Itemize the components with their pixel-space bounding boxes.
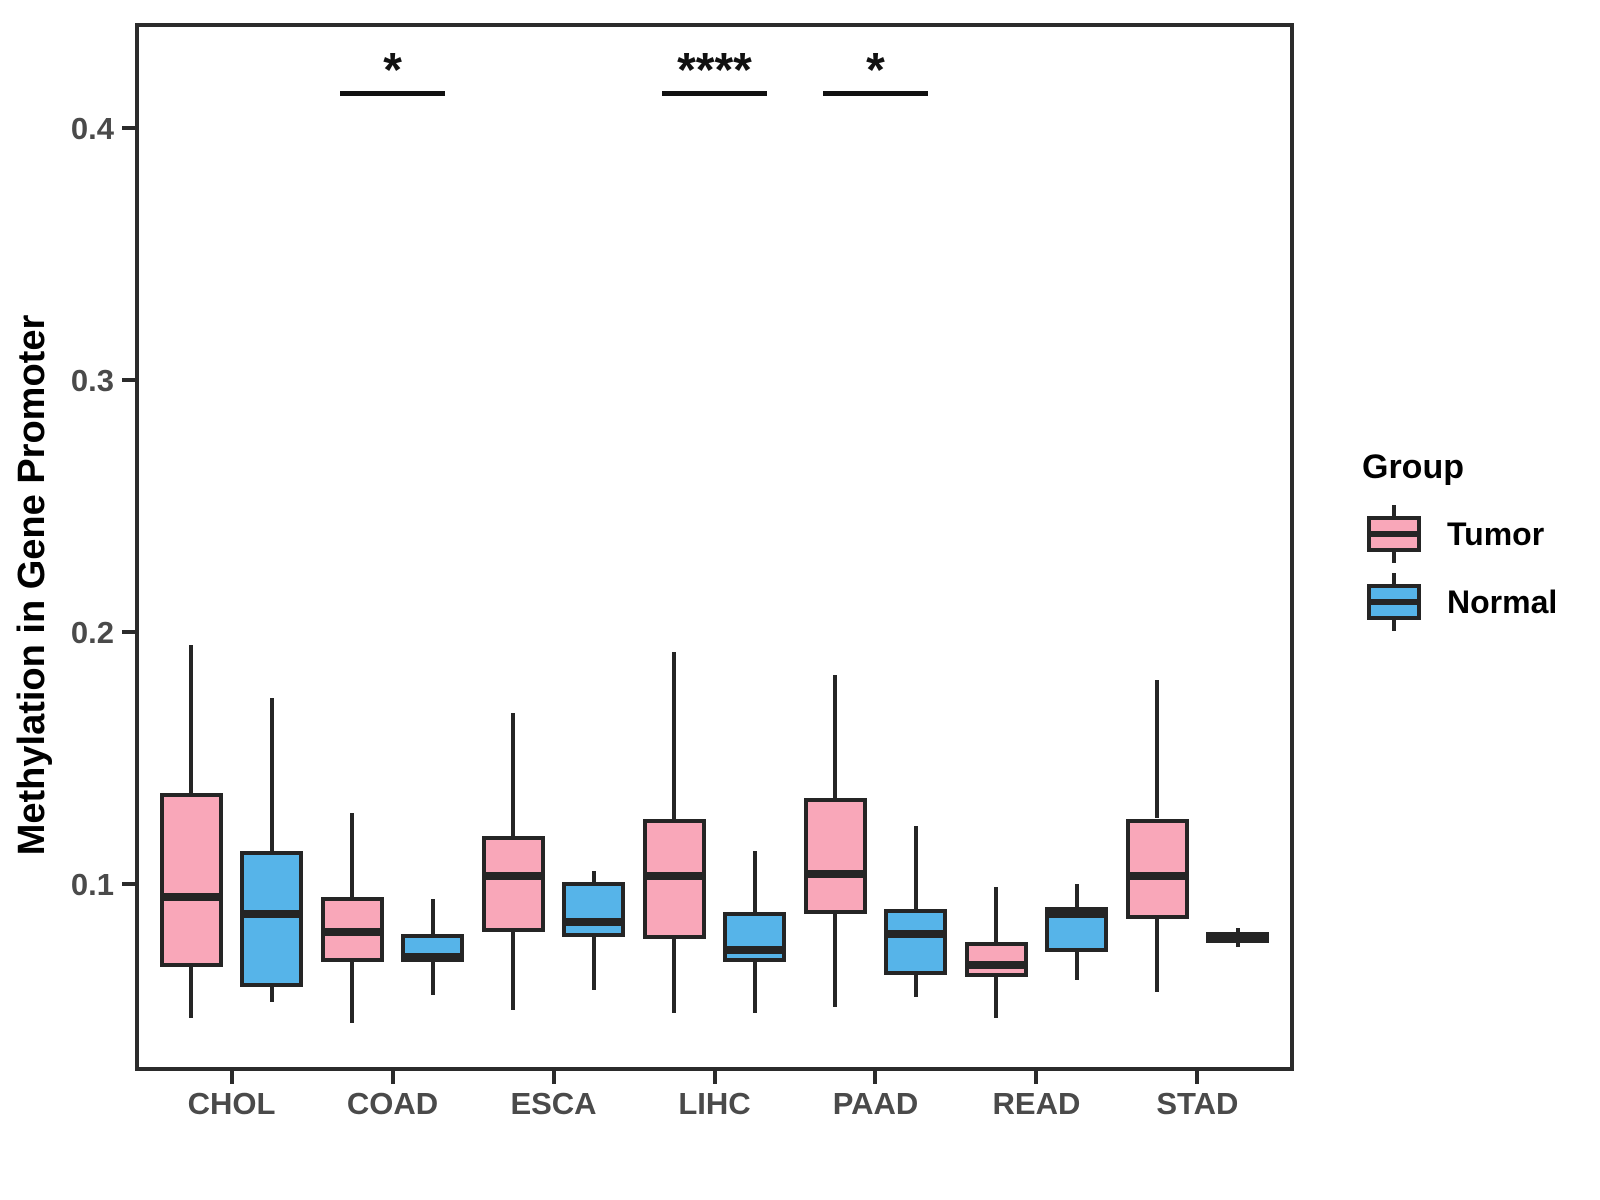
whisker-lower-CHOL-Normal — [269, 987, 274, 1003]
median-PAAD-Normal — [884, 930, 948, 939]
whisker-lower-READ-Tumor — [994, 977, 999, 1018]
significance-stars-PAAD: * — [866, 43, 885, 97]
x-axis-tick — [1034, 1071, 1039, 1084]
whisker-upper-COAD-Normal — [430, 899, 435, 935]
significance-bar-LIHC — [662, 90, 767, 96]
y-axis-tick — [122, 630, 135, 635]
y-axis-tick-label: 0.3 — [70, 363, 114, 399]
whisker-lower-ESCA-Tumor — [511, 931, 516, 1010]
y-axis-tick-label: 0.2 — [70, 615, 114, 651]
y-axis-title: Methylation in Gene Promoter — [11, 314, 53, 856]
whisker-lower-STAD-Normal — [1235, 943, 1240, 947]
legend-item-normal: Normal — [1362, 573, 1600, 631]
x-axis-tick — [390, 1071, 395, 1084]
whisker-lower-STAD-Tumor — [1155, 919, 1160, 993]
whisker-upper-CHOL-Normal — [269, 697, 274, 852]
whisker-upper-CHOL-Tumor — [189, 644, 194, 794]
y-axis-tick-label: 0.1 — [70, 867, 114, 903]
y-axis-tick-label: 0.4 — [70, 111, 114, 147]
whisker-lower-PAAD-Tumor — [833, 914, 838, 1008]
x-axis-category-label: CHOL — [187, 1086, 276, 1121]
whisker-lower-READ-Normal — [1074, 952, 1079, 980]
significance-stars-LIHC: **** — [677, 43, 752, 97]
box-READ-Tumor — [964, 941, 1028, 978]
box-CHOL-Tumor — [159, 793, 223, 968]
boxplot-key-icon — [1367, 573, 1421, 631]
legend-label-tumor: Tumor — [1447, 516, 1545, 552]
whisker-lower-LIHC-Normal — [752, 962, 757, 1013]
legend-item-tumor: Tumor — [1362, 505, 1600, 563]
box-LIHC-Normal — [723, 911, 787, 963]
x-axis-category-label: PAAD — [832, 1086, 919, 1121]
significance-bar-COAD — [340, 90, 445, 96]
median-READ-Normal — [1045, 910, 1109, 919]
whisker-upper-ESCA-Normal — [591, 871, 596, 882]
y-axis-tick — [122, 378, 135, 383]
significance-bar-PAAD — [823, 90, 928, 96]
box-ESCA-Tumor — [481, 836, 545, 932]
median-COAD-Normal — [401, 953, 465, 962]
x-axis-category-label: LIHC — [678, 1086, 751, 1121]
plot-panel — [135, 23, 1294, 1071]
legend: Group Tumor Normal — [1362, 448, 1600, 641]
legend-label-normal: Normal — [1447, 584, 1558, 620]
x-axis-category-label: ESCA — [510, 1086, 597, 1121]
y-axis-tick — [122, 882, 135, 887]
median-READ-Tumor — [964, 960, 1028, 969]
median-CHOL-Normal — [240, 910, 304, 919]
box-STAD-Tumor — [1125, 818, 1189, 920]
x-axis-tick — [551, 1071, 556, 1084]
x-axis-tick — [229, 1071, 234, 1084]
median-COAD-Tumor — [320, 927, 384, 936]
legend-title: Group — [1362, 448, 1464, 486]
x-axis-category-label: COAD — [346, 1086, 439, 1121]
median-LIHC-Normal — [723, 945, 787, 954]
key-median — [1367, 599, 1421, 605]
box-PAAD-Normal — [884, 909, 948, 975]
median-STAD-Tumor — [1125, 872, 1189, 881]
median-ESCA-Normal — [562, 917, 626, 926]
y-axis-tick — [122, 126, 135, 131]
whisker-upper-READ-Normal — [1074, 884, 1079, 907]
median-CHOL-Tumor — [159, 892, 223, 901]
median-PAAD-Tumor — [803, 869, 867, 878]
x-axis-category-label: STAD — [1156, 1086, 1239, 1121]
whisker-upper-STAD-Normal — [1235, 928, 1240, 932]
median-LIHC-Tumor — [642, 872, 706, 881]
whisker-lower-LIHC-Tumor — [672, 939, 677, 1013]
whisker-upper-COAD-Tumor — [350, 813, 355, 897]
whisker-upper-LIHC-Normal — [752, 851, 757, 912]
x-axis-category-label: READ — [992, 1086, 1081, 1121]
boxplot-key-icon — [1367, 505, 1421, 563]
whisker-upper-READ-Tumor — [994, 886, 999, 942]
median-STAD-Normal — [1206, 932, 1270, 941]
whisker-lower-COAD-Tumor — [350, 962, 355, 1023]
whisker-lower-PAAD-Normal — [913, 974, 918, 998]
whisker-lower-ESCA-Normal — [591, 936, 596, 990]
key-median — [1367, 531, 1421, 537]
box-PAAD-Tumor — [803, 798, 867, 915]
box-CHOL-Normal — [240, 851, 304, 988]
box-ESCA-Normal — [562, 881, 626, 937]
whisker-lower-COAD-Normal — [430, 962, 435, 995]
x-axis-tick — [873, 1071, 878, 1084]
whisker-upper-PAAD-Tumor — [833, 674, 838, 799]
whisker-upper-ESCA-Tumor — [511, 712, 516, 837]
median-ESCA-Tumor — [481, 872, 545, 881]
whisker-lower-CHOL-Tumor — [189, 967, 194, 1018]
x-axis-tick — [712, 1071, 717, 1084]
x-axis-tick — [1195, 1071, 1200, 1084]
whisker-upper-PAAD-Normal — [913, 826, 918, 910]
significance-stars-COAD: * — [383, 43, 402, 97]
whisker-upper-STAD-Tumor — [1155, 679, 1160, 819]
whisker-upper-LIHC-Tumor — [672, 652, 677, 819]
